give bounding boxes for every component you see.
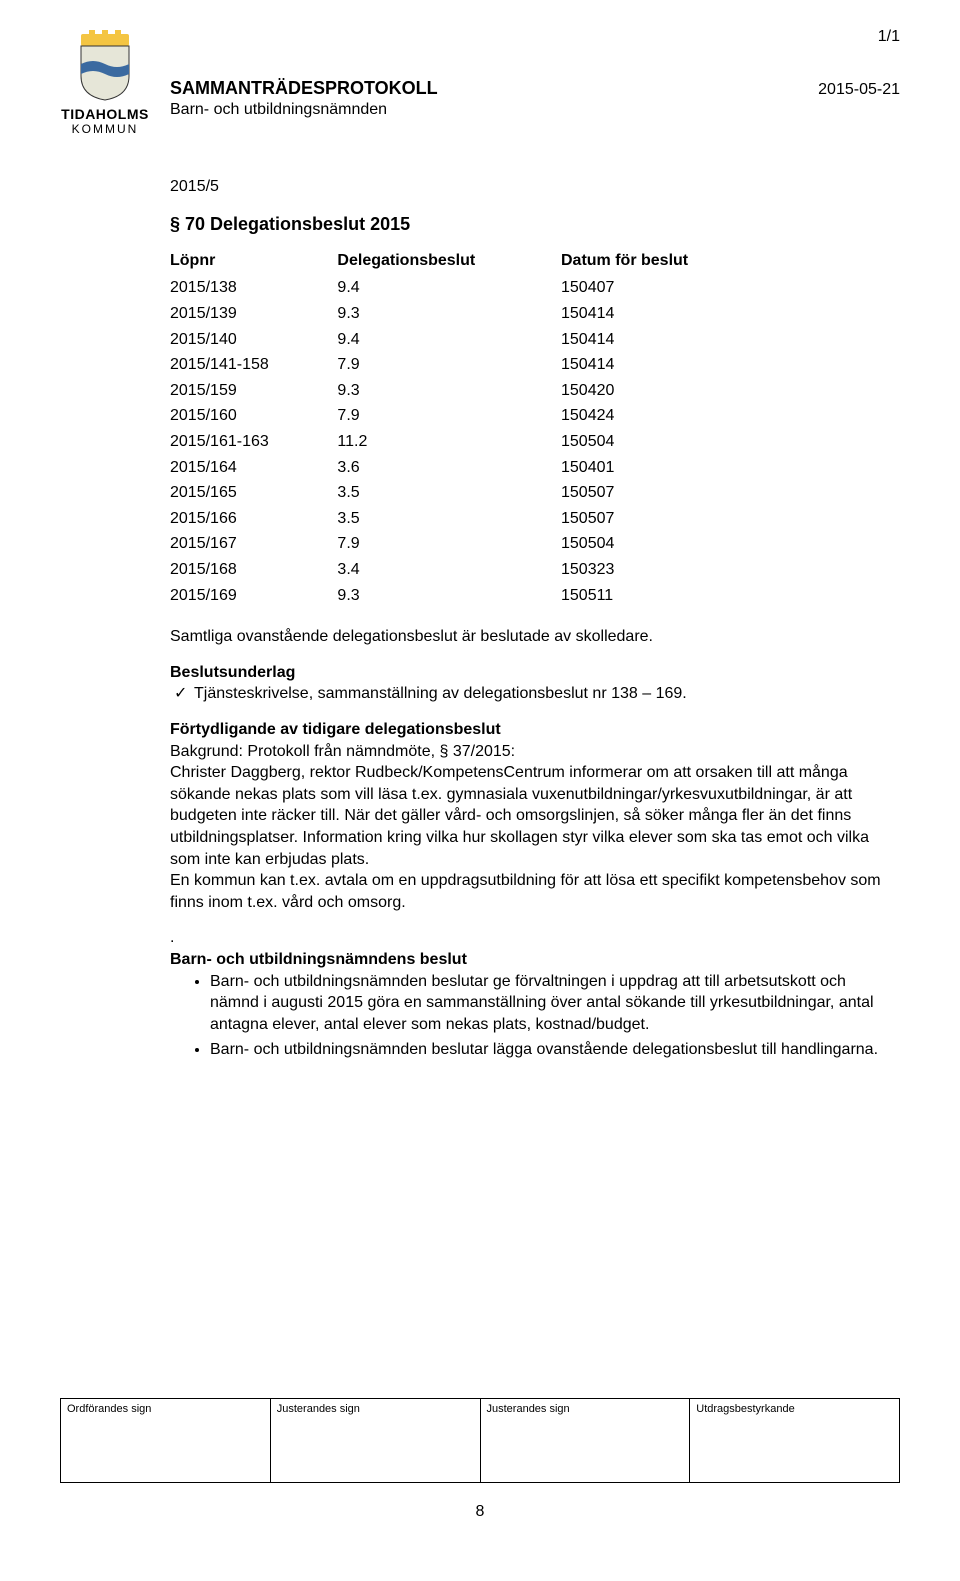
table-cell: 3.4: [297, 557, 521, 583]
table-cell: 2015/140: [170, 327, 297, 353]
page-number: 8: [60, 1503, 900, 1521]
beslutsunderlag-item: Tjänsteskrivelse, sammanställning av del…: [194, 683, 890, 705]
table-row: 2015/1607.9150424: [170, 403, 732, 429]
table-row: 2015/1409.4150414: [170, 327, 732, 353]
beslut-heading: Barn- och utbildningsnämndens beslut: [170, 949, 890, 971]
beslut-item: Barn- och utbildningsnämnden beslutar lä…: [210, 1039, 890, 1061]
table-cell: 150420: [521, 378, 732, 404]
fortydligande-heading: Förtydligande av tidigare delegationsbes…: [170, 719, 890, 741]
table-row: 2015/161-16311.2150504: [170, 429, 732, 455]
footer: Ordförandes sign Justerandes sign Juster…: [60, 1398, 900, 1521]
table-cell: 150401: [521, 455, 732, 481]
table-cell: 9.3: [297, 378, 521, 404]
sign-cell-2: Justerandes sign: [270, 1399, 480, 1483]
org-name-2: KOMMUN: [60, 122, 150, 136]
table-cell: 2015/161-163: [170, 429, 297, 455]
table-cell: 2015/138: [170, 275, 297, 301]
table-cell: 150507: [521, 480, 732, 506]
beslutsunderlag-heading: Beslutsunderlag: [170, 662, 890, 684]
table-cell: 9.4: [297, 275, 521, 301]
table-cell: 2015/165: [170, 480, 297, 506]
case-number: 2015/5: [170, 176, 890, 198]
table-cell: 150414: [521, 301, 732, 327]
table-row: 2015/1677.9150504: [170, 531, 732, 557]
table-cell: 3.5: [297, 506, 521, 532]
table-cell: 150507: [521, 506, 732, 532]
logo-block: TIDAHOLMS KOMMUN: [60, 30, 150, 136]
table-cell: 150407: [521, 275, 732, 301]
signature-table: Ordförandes sign Justerandes sign Juster…: [60, 1398, 900, 1483]
table-cell: 9.4: [297, 327, 521, 353]
table-cell: 2015/159: [170, 378, 297, 404]
table-row: 2015/1653.5150507: [170, 480, 732, 506]
fortydligande-block: Förtydligande av tidigare delegationsbes…: [170, 719, 890, 913]
table-row: 2015/1643.6150401: [170, 455, 732, 481]
lone-dot: .: [170, 927, 890, 949]
table-row: 2015/141-1587.9150414: [170, 352, 732, 378]
table-cell: 3.5: [297, 480, 521, 506]
beslutsunderlag-block: Beslutsunderlag Tjänsteskrivelse, samman…: [170, 662, 890, 705]
table-cell: 3.6: [297, 455, 521, 481]
table-row: 2015/1683.4150323: [170, 557, 732, 583]
beslut-block: Barn- och utbildningsnämndens beslut Bar…: [170, 949, 890, 1061]
table-cell: 9.3: [297, 301, 521, 327]
content: 2015/5 § 70 Delegationsbeslut 2015 Löpnr…: [170, 176, 890, 1061]
table-cell: 7.9: [297, 531, 521, 557]
table-header-2: Delegationsbeslut: [297, 248, 521, 276]
table-cell: 7.9: [297, 352, 521, 378]
table-cell: 2015/141-158: [170, 352, 297, 378]
table-cell: 150504: [521, 429, 732, 455]
table-header-1: Löpnr: [170, 248, 297, 276]
doc-title: SAMMANTRÄDESPROTOKOLL: [170, 78, 438, 99]
table-cell: 150414: [521, 327, 732, 353]
table-row: 2015/1389.4150407: [170, 275, 732, 301]
table-cell: 2015/164: [170, 455, 297, 481]
table-row: 2015/1399.3150414: [170, 301, 732, 327]
fortydligande-body: Bakgrund: Protokoll från nämndmöte, § 37…: [170, 741, 890, 914]
sign-cell-3: Justerandes sign: [480, 1399, 690, 1483]
table-cell: 2015/160: [170, 403, 297, 429]
table-row: 2015/1599.3150420: [170, 378, 732, 404]
table-cell: 150424: [521, 403, 732, 429]
beslut-item: Barn- och utbildningsnämnden beslutar ge…: [210, 971, 890, 1036]
table-cell: 150414: [521, 352, 732, 378]
header: TIDAHOLMS KOMMUN SAMMANTRÄDESPROTOKOLL 2…: [60, 30, 900, 136]
doc-date: 2015-05-21: [818, 81, 900, 99]
table-row: 2015/1663.5150507: [170, 506, 732, 532]
shield-icon: [75, 30, 135, 102]
table-cell: 150511: [521, 583, 732, 609]
page-corner: 1/1: [878, 28, 900, 46]
table-header-3: Datum för beslut: [521, 248, 732, 276]
table-cell: 150504: [521, 531, 732, 557]
table-cell: 2015/139: [170, 301, 297, 327]
table-cell: 2015/166: [170, 506, 297, 532]
table-cell: 2015/169: [170, 583, 297, 609]
section-title: § 70 Delegationsbeslut 2015: [170, 212, 890, 236]
sign-cell-4: Utdragsbestyrkande: [690, 1399, 900, 1483]
doc-subtitle: Barn- och utbildningsnämnden: [170, 101, 900, 119]
sign-cell-1: Ordförandes sign: [61, 1399, 271, 1483]
table-cell: 9.3: [297, 583, 521, 609]
table-row: 2015/1699.3150511: [170, 583, 732, 609]
table-cell: 11.2: [297, 429, 521, 455]
para-after-table: Samtliga ovanstående delegationsbeslut ä…: [170, 626, 890, 648]
table-cell: 2015/168: [170, 557, 297, 583]
org-name-1: TIDAHOLMS: [60, 106, 150, 122]
table-cell: 7.9: [297, 403, 521, 429]
delegation-table: Löpnr Delegationsbeslut Datum för beslut…: [170, 248, 732, 608]
table-cell: 150323: [521, 557, 732, 583]
table-cell: 2015/167: [170, 531, 297, 557]
title-block: SAMMANTRÄDESPROTOKOLL 2015-05-21 Barn- o…: [170, 30, 900, 119]
